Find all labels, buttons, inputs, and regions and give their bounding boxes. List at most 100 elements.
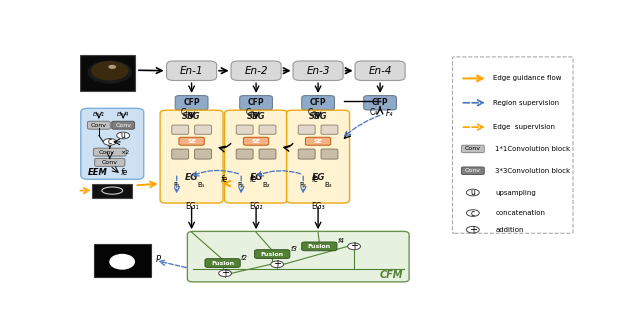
Text: u: u: [470, 188, 476, 197]
Text: concatenation: concatenation: [495, 210, 545, 216]
Text: En-4: En-4: [369, 66, 392, 76]
FancyBboxPatch shape: [293, 61, 343, 81]
Text: En-4: En-4: [117, 113, 129, 118]
Text: En-3: En-3: [307, 66, 330, 76]
Circle shape: [103, 139, 116, 145]
Text: upsampling: upsampling: [495, 189, 536, 195]
FancyBboxPatch shape: [179, 137, 204, 145]
Circle shape: [219, 270, 232, 277]
Text: EG: EG: [311, 172, 325, 181]
FancyBboxPatch shape: [95, 159, 125, 166]
FancyBboxPatch shape: [166, 61, 217, 81]
Text: f3: f3: [290, 246, 297, 252]
Text: SEG: SEG: [247, 112, 266, 122]
Text: Conv: Conv: [102, 160, 118, 165]
Text: ×2: ×2: [120, 150, 129, 155]
FancyBboxPatch shape: [298, 125, 315, 134]
Text: En-1: En-1: [93, 113, 105, 118]
Text: fe: fe: [250, 175, 257, 184]
FancyBboxPatch shape: [321, 125, 338, 134]
Text: C₃: C₃: [307, 108, 316, 117]
Text: CFP: CFP: [372, 98, 388, 107]
Circle shape: [108, 65, 116, 69]
Text: f4: f4: [337, 238, 344, 244]
Text: addition: addition: [495, 227, 524, 233]
Text: B₁: B₁: [198, 182, 205, 188]
Text: f2: f2: [241, 255, 248, 261]
FancyBboxPatch shape: [236, 125, 253, 134]
Text: C₁: C₁: [181, 108, 189, 117]
Circle shape: [91, 61, 129, 81]
Text: +: +: [469, 225, 477, 235]
Text: fe: fe: [121, 168, 129, 177]
FancyBboxPatch shape: [195, 125, 211, 134]
Text: c: c: [108, 138, 112, 147]
FancyBboxPatch shape: [205, 259, 240, 267]
FancyBboxPatch shape: [160, 110, 223, 203]
Text: +: +: [273, 259, 281, 269]
Text: EG₁: EG₁: [185, 201, 198, 210]
Text: SE: SE: [252, 139, 260, 144]
Circle shape: [116, 132, 129, 139]
FancyBboxPatch shape: [243, 137, 269, 145]
Text: Fusion: Fusion: [308, 244, 331, 249]
Text: Conv: Conv: [91, 123, 107, 128]
Text: CFP: CFP: [248, 98, 264, 107]
Text: +: +: [350, 241, 358, 251]
Text: SEG: SEG: [182, 112, 201, 122]
Text: EEM: EEM: [88, 168, 108, 177]
FancyBboxPatch shape: [236, 149, 253, 159]
FancyBboxPatch shape: [225, 110, 287, 203]
Text: Conv: Conv: [99, 150, 115, 155]
Text: c: c: [471, 208, 475, 217]
Text: En-2: En-2: [244, 66, 268, 76]
FancyBboxPatch shape: [172, 125, 189, 134]
Bar: [80, 55, 134, 91]
Text: EG: EG: [250, 172, 263, 181]
FancyBboxPatch shape: [93, 148, 126, 156]
Text: fe: fe: [220, 175, 228, 184]
Text: F₄: F₄: [386, 109, 394, 118]
FancyBboxPatch shape: [301, 242, 337, 251]
FancyBboxPatch shape: [321, 149, 338, 159]
Text: SE: SE: [187, 139, 196, 144]
Ellipse shape: [109, 254, 135, 270]
Circle shape: [271, 261, 284, 268]
Text: Conv: Conv: [465, 168, 481, 173]
FancyBboxPatch shape: [305, 137, 331, 145]
Text: +: +: [221, 268, 229, 278]
Text: Fusion: Fusion: [260, 251, 284, 256]
Text: SE: SE: [314, 139, 323, 144]
Text: Edge guidance flow: Edge guidance flow: [493, 75, 561, 82]
Text: EG: EG: [185, 172, 198, 181]
Text: Region supervision: Region supervision: [493, 100, 559, 106]
Bar: [92, 183, 132, 198]
FancyBboxPatch shape: [355, 61, 405, 81]
FancyBboxPatch shape: [259, 125, 276, 134]
Text: EG₂: EG₂: [249, 201, 263, 210]
Text: En-1: En-1: [180, 66, 204, 76]
FancyBboxPatch shape: [81, 108, 144, 179]
FancyBboxPatch shape: [231, 61, 281, 81]
Text: Conv: Conv: [115, 123, 131, 128]
Bar: [93, 244, 150, 277]
Text: C₂: C₂: [246, 108, 254, 117]
Circle shape: [467, 210, 479, 216]
Text: CFM: CFM: [380, 270, 403, 280]
Circle shape: [467, 226, 479, 233]
Text: F₁: F₁: [173, 182, 180, 188]
Text: fe: fe: [312, 175, 319, 184]
Text: EG₃: EG₃: [311, 201, 325, 210]
FancyBboxPatch shape: [195, 149, 211, 159]
Text: B₃: B₃: [324, 182, 332, 188]
FancyBboxPatch shape: [188, 231, 409, 282]
Text: 1*1Convolution block: 1*1Convolution block: [495, 146, 570, 152]
Text: F₃: F₃: [300, 182, 307, 188]
FancyBboxPatch shape: [461, 145, 484, 153]
Text: F₂: F₂: [238, 182, 244, 188]
Text: SEG: SEG: [308, 112, 328, 122]
FancyBboxPatch shape: [172, 149, 189, 159]
FancyBboxPatch shape: [255, 250, 290, 258]
FancyBboxPatch shape: [175, 96, 208, 110]
Text: u: u: [121, 131, 125, 140]
